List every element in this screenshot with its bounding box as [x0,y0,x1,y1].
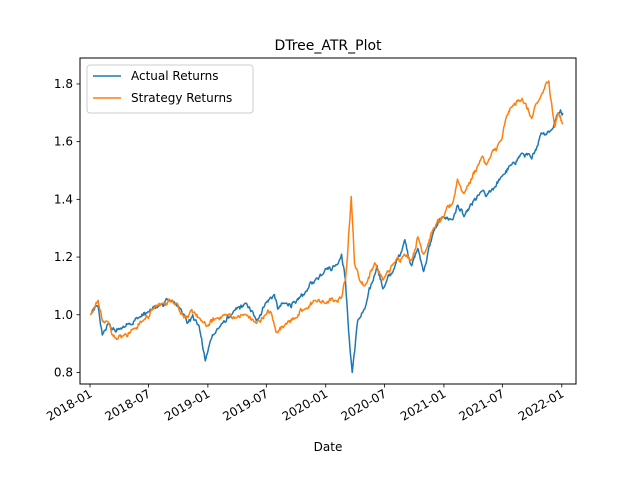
chart-title: DTree_ATR_Plot [274,38,382,54]
y-tick-label: 1.4 [54,192,73,206]
legend-label-strategy-returns: Strategy Returns [131,91,232,105]
legend-box [86,64,254,114]
series-line-strategy-returns [89,80,564,341]
legend: Actual Returns Strategy Returns [86,64,254,114]
y-tick-label: 1.0 [54,308,73,322]
y-tick-label: 0.8 [54,365,73,379]
series-layer [89,80,564,374]
axes-frame [79,57,577,385]
legend-label-actual-returns: Actual Returns [131,69,218,83]
y-tick-label: 1.6 [54,135,73,149]
y-tick-label: 1.2 [54,250,73,264]
y-tick-label: 1.8 [54,77,73,91]
x-axis-label: Date [314,440,343,454]
